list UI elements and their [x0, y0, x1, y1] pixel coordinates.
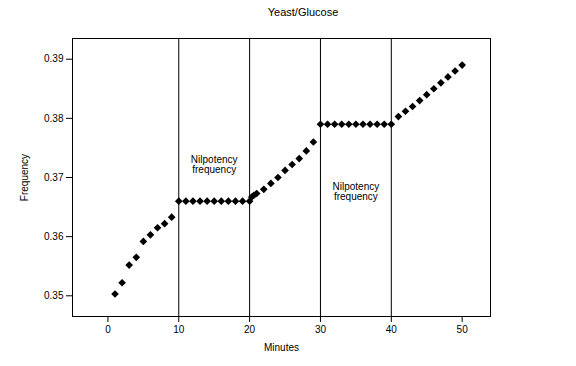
svg-text:Frequency: Frequency — [19, 154, 30, 201]
svg-text:10: 10 — [173, 324, 185, 335]
svg-text:Nilpotencyfrequency: Nilpotencyfrequency — [333, 181, 380, 202]
svg-text:0.38: 0.38 — [44, 113, 64, 124]
html-text:Yeast/Glucose: Yeast/Glucose — [267, 6, 339, 18]
svg-text:0: 0 — [105, 324, 111, 335]
svg-text:40: 40 — [386, 324, 398, 335]
svg-text:0.37: 0.37 — [44, 172, 64, 183]
svg-text:0.39: 0.39 — [44, 53, 64, 64]
svg-text:0.35: 0.35 — [44, 290, 64, 301]
svg-text:0.36: 0.36 — [44, 231, 64, 242]
svg-text:20: 20 — [244, 324, 256, 335]
svg-text:30: 30 — [315, 324, 327, 335]
svg-text:50: 50 — [457, 324, 469, 335]
svg-text:Nilpotencyfrequency: Nilpotencyfrequency — [191, 154, 238, 175]
svg-text:Minutes: Minutes — [264, 342, 299, 353]
